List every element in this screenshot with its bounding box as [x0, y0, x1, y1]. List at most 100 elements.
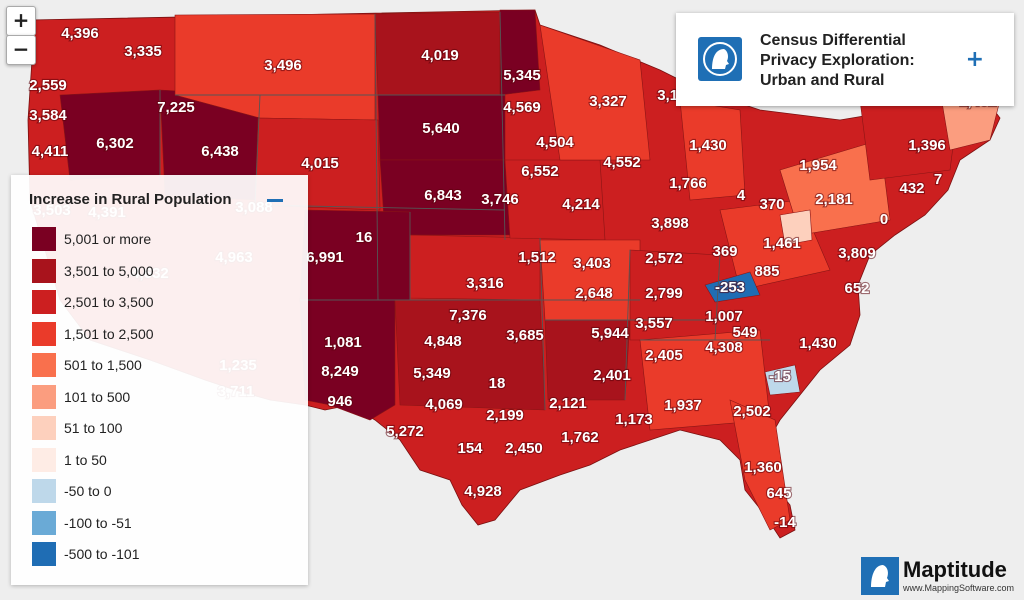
map-value-label: 6,991 [306, 249, 344, 266]
map-value-label: 2,401 [593, 367, 631, 384]
map-value-label: 1,762 [561, 429, 599, 446]
map-value-label: 2,405 [645, 347, 683, 364]
map-value-label: 0 [880, 211, 888, 228]
map-value-label: 5,345 [503, 67, 541, 84]
legend-label: 1,501 to 2,500 [64, 325, 154, 342]
map-value-label: 5,944 [591, 325, 629, 342]
brand-url: www.MappingSoftware.com [903, 583, 1015, 593]
legend-label: 501 to 1,500 [64, 357, 142, 373]
map-value-label: 1,430 [689, 137, 727, 154]
legend-title: Increase in Rural Population [29, 191, 232, 208]
map-value-label: 2,559 [29, 77, 67, 94]
map-value-label: 5,349 [413, 365, 451, 382]
expand-plus-icon[interactable]: + [965, 47, 984, 72]
map-value-label: 16 [356, 229, 373, 246]
legend-swatch [32, 384, 56, 409]
maptitude-logo-icon [861, 557, 899, 595]
legend-swatch [32, 258, 56, 283]
map-value-label: 2,450 [505, 440, 543, 457]
map-value-label: 4,552 [603, 154, 641, 171]
map-value-label: 4,015 [301, 155, 339, 172]
legend-swatch [32, 447, 56, 472]
map-value-label: 6,302 [96, 135, 134, 152]
legend-label: 51 to 100 [64, 420, 123, 436]
map-value-label: 4,411 [32, 143, 69, 160]
map-value-label: 4,569 [503, 99, 541, 116]
map-value-label: 6,843 [424, 187, 462, 204]
map-value-label: 5,640 [422, 120, 460, 137]
legend-label: -100 to -51 [64, 514, 132, 531]
census-logo-icon [698, 37, 742, 81]
zoom-in-button[interactable]: + [6, 6, 36, 36]
map-value-label: 154 [457, 440, 483, 457]
legend-label: 1 to 50 [64, 451, 107, 468]
map-value-label: 2,121 [549, 395, 587, 412]
map-value-label: 7 [934, 171, 942, 188]
legend-swatch [32, 510, 56, 535]
map-value-label: 3,496 [264, 57, 302, 74]
state-boundaries [159, 11, 770, 411]
map-value-label: 4,848 [424, 333, 462, 350]
map-value-label: 3,584 [29, 107, 67, 124]
map-value-label: 946 [327, 393, 352, 410]
legend-label: -500 to -101 [64, 546, 140, 562]
map-value-label: -253 [715, 279, 745, 296]
legend-swatch [32, 321, 56, 346]
map-value-label: 645 [766, 485, 791, 502]
map-value-label: 1,937 [664, 397, 702, 414]
zoom-out-button[interactable]: − [6, 35, 36, 65]
map-value-label: 5,272 [386, 423, 424, 440]
map-value-label: 2,181 [815, 191, 853, 208]
map-value-label: 2,648 [575, 285, 613, 302]
map-value-label: 8,249 [321, 363, 359, 380]
map-value-label: 6,552 [521, 163, 559, 180]
map-value-label: 3,327 [589, 93, 627, 110]
legend-label: 101 to 500 [64, 388, 131, 405]
map-value-label: -14 [774, 514, 796, 531]
map-value-label: 1,954 [799, 157, 837, 174]
brand-name: Maptitude [903, 557, 1007, 582]
legend-swatch [32, 353, 56, 377]
map-value-label: 4,928 [464, 483, 502, 500]
map-value-label: 4,308 [705, 339, 743, 356]
map-value-label: 1,461 [763, 235, 801, 252]
map-value-label: 3,809 [838, 245, 876, 262]
legend-swatch [32, 290, 56, 314]
legend-panel: Increase in Rural Population 5,001 or mo… [11, 175, 308, 585]
map-value-label: 7,225 [157, 99, 195, 116]
maptitude-brand[interactable]: Maptitude www.MappingSoftware.com [861, 557, 1021, 597]
map-value-label: 2,572 [645, 250, 683, 267]
map-value-label: 3,898 [651, 215, 689, 232]
map-value-label: 2,502 [733, 403, 771, 420]
map-value-label: 4,214 [562, 196, 600, 213]
legend-label: -50 to 0 [64, 483, 112, 499]
panel-title: Census Differential Privacy Exploration:… [760, 32, 915, 89]
map-value-label: 370 [759, 196, 784, 213]
map-value-label: 885 [754, 263, 779, 280]
legend-label: 2,501 to 3,500 [64, 294, 154, 310]
map-value-label: 4,504 [536, 134, 574, 151]
map-value-label: 1,396 [908, 137, 946, 154]
map-value-label: 652 [844, 280, 869, 297]
map-value-label: 1,430 [799, 335, 837, 352]
map-value-label: 1,173 [615, 411, 653, 428]
map-value-labels: 4,396 3,335 2,559 3,584 4,411 6,302 7,225 6,438… [28, 24, 998, 532]
map-value-label: 3,557 [635, 315, 673, 332]
legend-label: 5,001 or more [64, 231, 152, 247]
map-value-label: 3,746 [481, 191, 519, 208]
legend-swatch [32, 227, 56, 251]
map-value-label: 7,376 [449, 307, 487, 324]
map-value-label: 369 [712, 243, 737, 260]
map-value-label: 4 [737, 187, 746, 204]
collapse-minus-icon[interactable] [267, 199, 283, 202]
map-value-label: 3,685 [506, 327, 544, 344]
map-value-label: 1,360 [744, 459, 782, 476]
map-value-label: 2,799 [645, 285, 683, 302]
map-value-label: 1,081 [324, 334, 362, 351]
legend-swatch [32, 416, 56, 440]
legend-swatch [32, 542, 56, 566]
map-value-label: 4,069 [425, 396, 463, 413]
map-value-label: 6,438 [201, 143, 239, 160]
map-value-label: 432 [899, 180, 924, 197]
map-value-label: 1,766 [669, 175, 707, 192]
